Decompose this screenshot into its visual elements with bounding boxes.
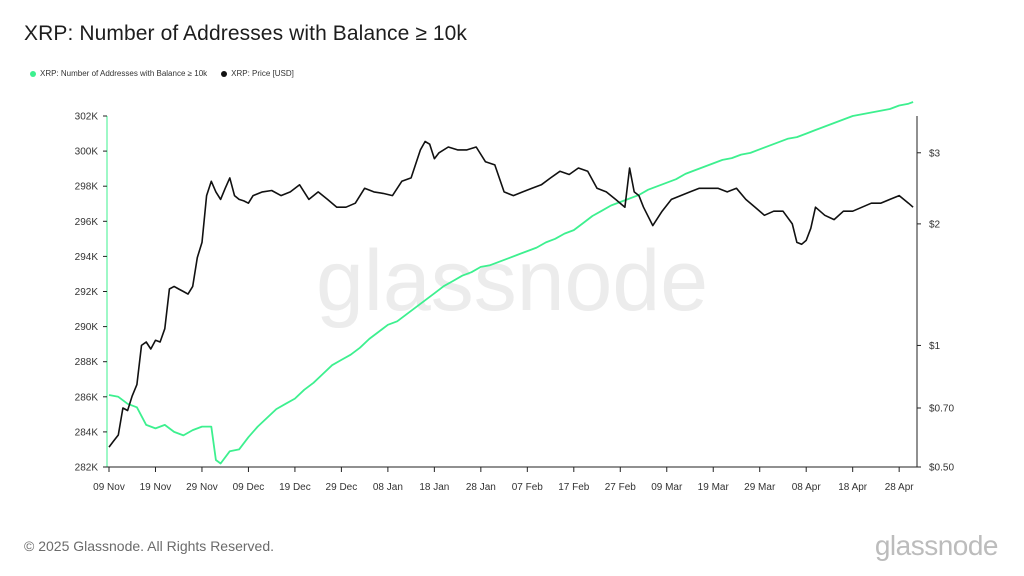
x-tick-label: 19 Mar bbox=[698, 482, 730, 493]
y-left-tick-label: 284K bbox=[75, 427, 99, 438]
x-tick-label: 09 Dec bbox=[233, 482, 265, 493]
x-tick-label: 08 Jan bbox=[373, 482, 403, 493]
chart-legend: XRP: Number of Addresses with Balance ≥ … bbox=[30, 69, 294, 78]
legend-label-addresses: XRP: Number of Addresses with Balance ≥ … bbox=[40, 69, 208, 78]
x-tick-label: 29 Dec bbox=[326, 482, 358, 493]
y-left-tick-label: 292K bbox=[75, 287, 99, 298]
x-tick-label: 29 Nov bbox=[186, 482, 218, 493]
y-right-tick-label: $3 bbox=[929, 148, 941, 159]
y-right-tick-label: $0.70 bbox=[929, 403, 954, 414]
legend-dot-price bbox=[221, 70, 228, 77]
x-tick-label: 19 Dec bbox=[279, 482, 311, 493]
x-tick-label: 17 Feb bbox=[558, 482, 590, 493]
x-tick-label: 07 Feb bbox=[512, 482, 544, 493]
x-tick-label: 29 Mar bbox=[744, 482, 776, 493]
chart-title: XRP: Number of Addresses with Balance ≥ … bbox=[24, 22, 468, 45]
x-tick-label: 18 Jan bbox=[419, 482, 449, 493]
chart-axes: 282K 284K 286K 288K 290K 292K 294K 296K 298K 300K… bbox=[75, 112, 955, 494]
x-tick-label: 08 Apr bbox=[792, 482, 822, 493]
y-right-tick-label: $1 bbox=[929, 341, 941, 352]
y-right-tick-label: $0.50 bbox=[929, 463, 954, 474]
y-left-tick-label: 290K bbox=[75, 322, 99, 333]
copyright-footer: © 2025 Glassnode. All Rights Reserved. bbox=[24, 538, 275, 554]
y-left-tick-label: 300K bbox=[75, 147, 99, 158]
series-line-price bbox=[108, 140, 914, 448]
y-left-tick-label: 282K bbox=[75, 463, 99, 474]
series-line-addresses bbox=[108, 101, 914, 465]
x-tick-label: 09 Nov bbox=[93, 482, 125, 493]
y-left-tick-label: 296K bbox=[75, 217, 99, 228]
y-left-tick-label: 286K bbox=[75, 392, 99, 403]
y-left-tick-label: 288K bbox=[75, 357, 99, 368]
brand-logo: glassnode bbox=[874, 530, 999, 561]
x-tick-label: 27 Feb bbox=[605, 482, 637, 493]
y-left-tick-label: 302K bbox=[75, 112, 99, 123]
x-tick-label: 28 Apr bbox=[885, 482, 915, 493]
x-tick-label: 28 Jan bbox=[466, 482, 496, 493]
legend-dot-addresses bbox=[30, 70, 36, 77]
x-tick-label: 18 Apr bbox=[838, 482, 868, 493]
y-left-tick-label: 298K bbox=[75, 182, 99, 193]
legend-item-addresses[interactable]: XRP: Number of Addresses with Balance ≥ … bbox=[30, 69, 207, 78]
x-tick-label: 19 Nov bbox=[140, 482, 172, 493]
y-left-tick-label: 294K bbox=[75, 252, 99, 263]
legend-label-price: XRP: Price [USD] bbox=[231, 69, 294, 78]
legend-item-price[interactable]: XRP: Price [USD] bbox=[221, 69, 294, 78]
watermark: glassnode bbox=[316, 233, 708, 329]
y-right-tick-label: $2 bbox=[929, 219, 941, 230]
x-tick-label: 09 Mar bbox=[651, 482, 683, 493]
series-layer bbox=[108, 101, 914, 465]
